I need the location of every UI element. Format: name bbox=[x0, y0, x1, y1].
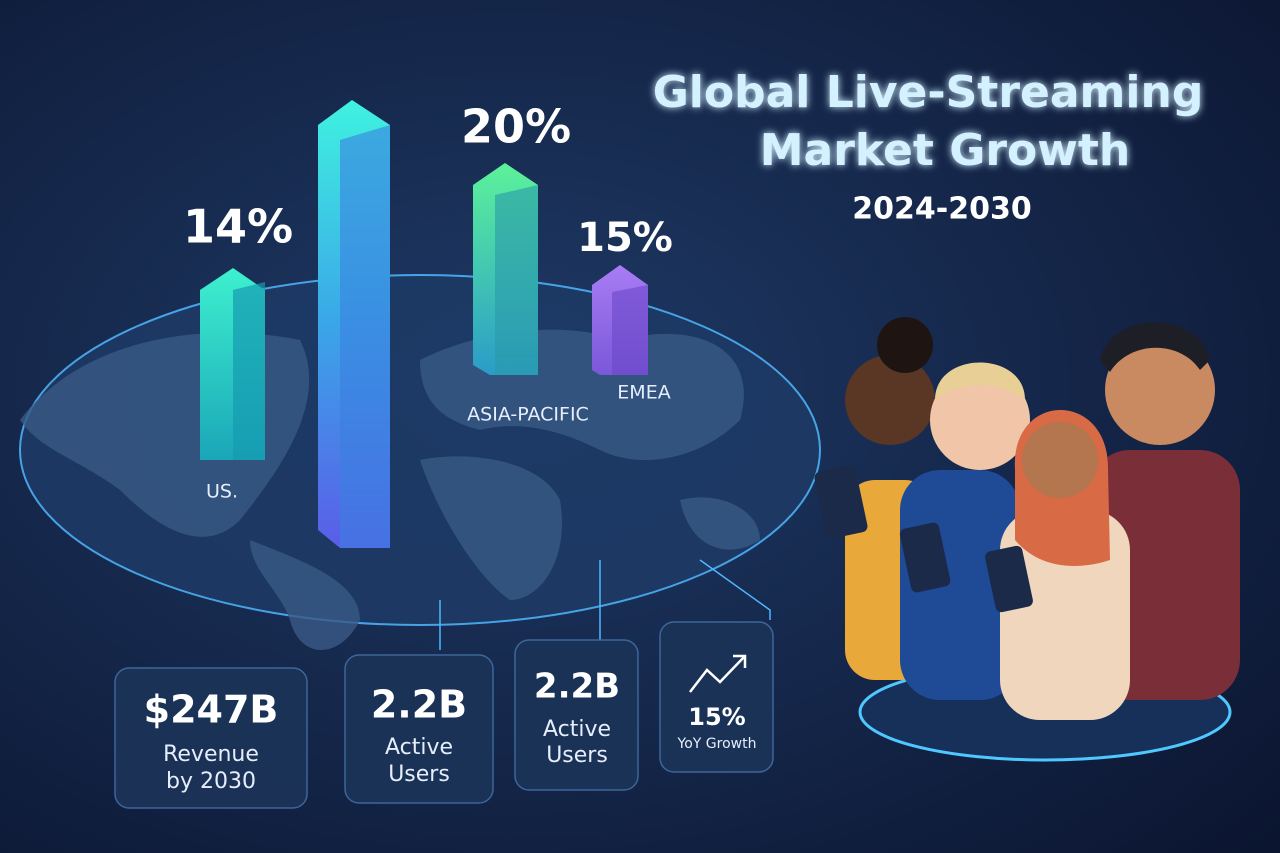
trend-icon bbox=[689, 654, 747, 693]
bar-apac bbox=[473, 163, 538, 375]
card-label: by 2030 bbox=[166, 769, 256, 794]
bar-value: 14% bbox=[183, 200, 293, 254]
card-label: Active bbox=[543, 717, 611, 742]
card: 2.2B Active Users bbox=[344, 654, 494, 804]
card-value: 2.2B bbox=[534, 667, 620, 707]
connectors bbox=[439, 559, 771, 650]
card-label: YoY Growth bbox=[677, 736, 757, 752]
region-label: ASIA-PACIFIC bbox=[467, 404, 589, 426]
card: 15% YoY Growth bbox=[659, 621, 774, 773]
bar-us bbox=[200, 268, 265, 460]
card: $247B Revenue by 2030 bbox=[114, 667, 308, 809]
bar-tall bbox=[318, 100, 390, 548]
card: 2.2B Active Users bbox=[514, 639, 639, 791]
card-value: 2.2B bbox=[371, 683, 467, 727]
card-label: Users bbox=[546, 743, 608, 768]
people bbox=[814, 317, 1240, 720]
region-label: EMEA bbox=[617, 382, 670, 404]
bar-value: 20% bbox=[461, 100, 571, 154]
card-label: Revenue bbox=[163, 742, 259, 767]
card-value: 15% bbox=[688, 703, 745, 731]
bar-emea bbox=[592, 265, 648, 375]
region-label: US. bbox=[206, 481, 238, 503]
card-label: Active bbox=[385, 735, 453, 760]
title: Market Growth bbox=[760, 125, 1131, 176]
subtitle: 2024-2030 bbox=[852, 192, 1031, 227]
card-value: $247B bbox=[144, 688, 279, 732]
card-label: Users bbox=[388, 762, 450, 787]
title: Global Live-Streaming bbox=[653, 67, 1204, 118]
bar-value: 15% bbox=[577, 215, 673, 261]
